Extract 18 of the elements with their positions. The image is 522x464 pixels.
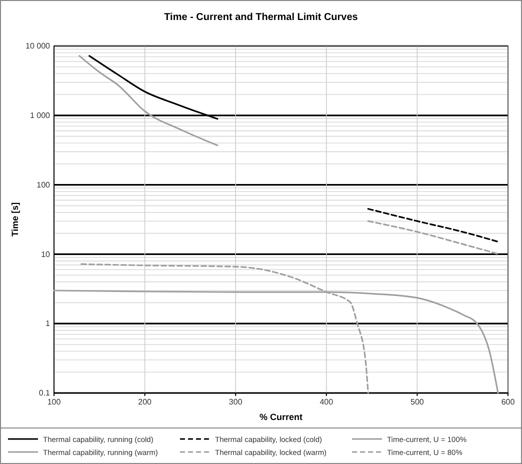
- y-tick-label: 0.1: [38, 388, 51, 398]
- x-tick-label: 200: [138, 398, 152, 407]
- line-series: [367, 220, 500, 255]
- y-tick-label: 100: [36, 180, 51, 190]
- y-axis-title: Time [s]: [10, 202, 20, 237]
- y-tick-label: 10 000: [26, 42, 51, 51]
- x-tick-label: 500: [410, 398, 424, 407]
- x-tick-label: 600: [501, 398, 516, 407]
- chart-title: Time - Current and Thermal Limit Curves: [164, 12, 358, 23]
- x-tick-label: 400: [320, 398, 334, 407]
- x-tick-label: 300: [228, 398, 243, 407]
- y-tick-label: 10: [41, 250, 51, 259]
- y-tick-label: 1 000: [30, 110, 51, 120]
- x-axis-title: % Current: [259, 412, 303, 422]
- x-tick-label: 100: [47, 398, 62, 407]
- line-series: [78, 55, 218, 146]
- y-tick-label: 1: [46, 319, 51, 328]
- line-series: [367, 208, 500, 243]
